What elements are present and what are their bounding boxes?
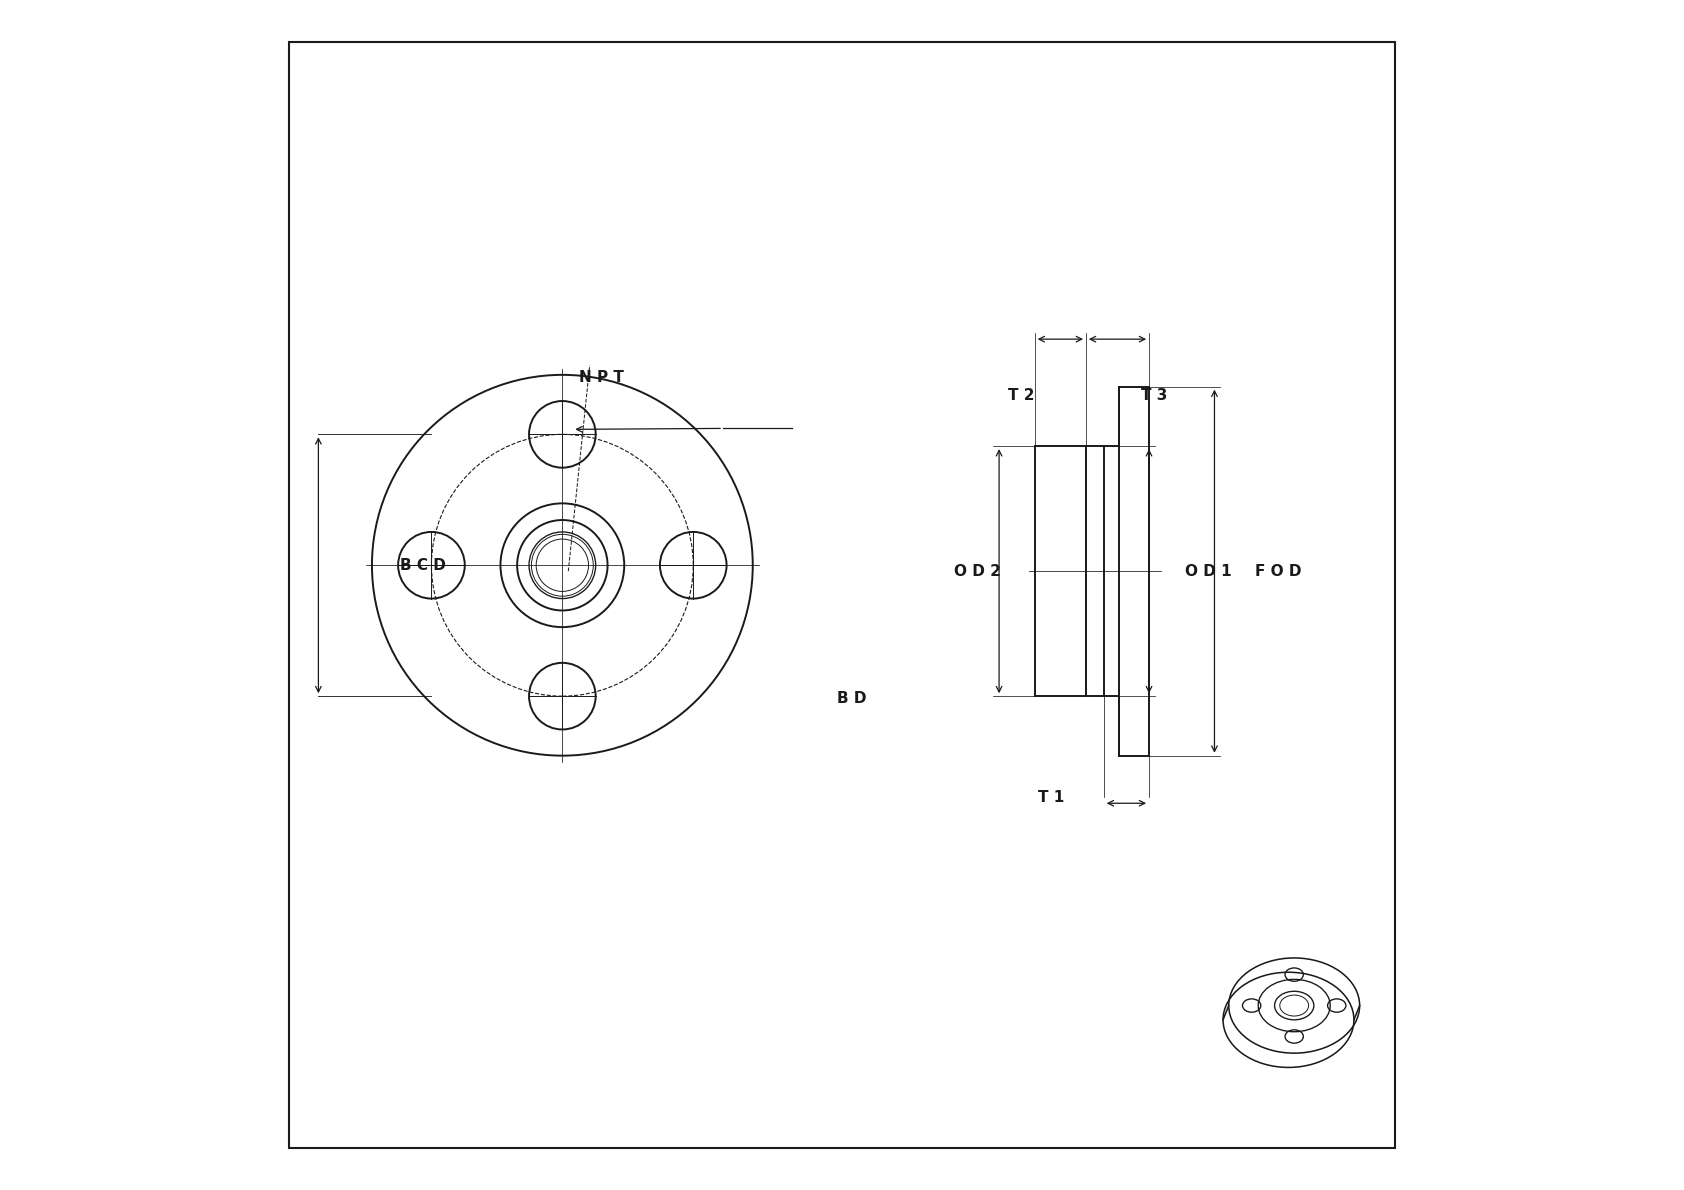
Text: O D 1: O D 1 [1186, 564, 1231, 578]
Text: T 1: T 1 [1039, 790, 1064, 804]
Text: B D: B D [837, 691, 866, 706]
Text: T 3: T 3 [1140, 388, 1167, 402]
Text: N P T: N P T [579, 370, 625, 384]
Text: T 2: T 2 [1009, 388, 1036, 402]
Text: B C D: B C D [401, 558, 446, 572]
Text: F O D: F O D [1256, 564, 1302, 578]
Text: O D 2: O D 2 [955, 564, 1000, 578]
